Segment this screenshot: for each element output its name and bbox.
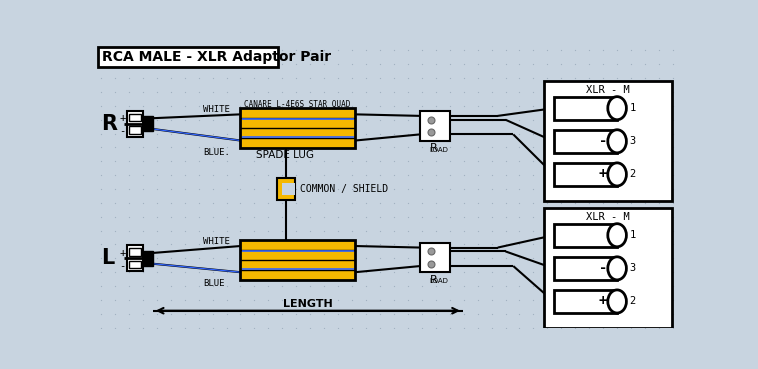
Bar <box>240 240 356 280</box>
Bar <box>553 257 617 280</box>
Text: 2: 2 <box>629 169 636 179</box>
Text: BLUE.: BLUE. <box>203 148 230 156</box>
Bar <box>129 261 141 268</box>
Text: XLR - M: XLR - M <box>586 212 630 222</box>
Ellipse shape <box>608 257 626 280</box>
Bar <box>553 130 617 153</box>
Text: -: - <box>120 126 126 136</box>
Bar <box>544 81 672 201</box>
Bar <box>553 97 617 120</box>
Text: -: - <box>120 261 126 271</box>
Text: WHITE: WHITE <box>203 105 230 114</box>
Text: -: - <box>599 261 607 275</box>
Text: L: L <box>101 248 114 268</box>
Bar <box>282 183 296 195</box>
Text: R: R <box>430 275 437 285</box>
Bar <box>277 178 296 200</box>
Text: SPADE LUG: SPADE LUG <box>256 150 314 160</box>
Bar <box>544 208 672 328</box>
Bar <box>129 248 141 256</box>
Text: R: R <box>101 114 117 134</box>
Bar <box>240 108 356 148</box>
Bar <box>420 243 449 272</box>
Text: +: + <box>120 248 126 258</box>
Text: 3: 3 <box>629 263 636 273</box>
Bar <box>143 116 153 131</box>
Bar <box>420 111 449 141</box>
Text: BLUE: BLUE <box>203 279 225 288</box>
Text: 1: 1 <box>629 230 636 240</box>
Text: 3: 3 <box>629 136 636 146</box>
Bar <box>553 290 617 313</box>
Text: XLR - M: XLR - M <box>586 85 630 95</box>
Bar <box>553 224 617 247</box>
Text: LENGTH: LENGTH <box>283 299 333 309</box>
Bar <box>127 110 143 137</box>
Bar <box>127 245 143 272</box>
Bar <box>143 251 153 266</box>
Bar <box>553 163 617 186</box>
Ellipse shape <box>608 290 626 313</box>
Text: LOAD: LOAD <box>430 147 448 153</box>
Text: +: + <box>599 168 607 182</box>
Text: RCA MALE - XLR Adaptor Pair: RCA MALE - XLR Adaptor Pair <box>102 51 332 64</box>
Text: R: R <box>430 143 437 153</box>
Ellipse shape <box>608 224 626 247</box>
Text: LOAD: LOAD <box>430 279 448 284</box>
Ellipse shape <box>608 130 626 153</box>
Ellipse shape <box>608 97 626 120</box>
Ellipse shape <box>608 163 626 186</box>
Text: -: - <box>599 134 607 148</box>
Text: COMMON / SHIELD: COMMON / SHIELD <box>300 184 388 194</box>
Text: +: + <box>120 113 126 123</box>
Text: 2: 2 <box>629 296 636 307</box>
Text: 1: 1 <box>629 103 636 113</box>
Bar <box>129 114 141 121</box>
Text: WHITE: WHITE <box>203 237 230 246</box>
Text: +: + <box>599 294 607 308</box>
Bar <box>98 47 278 68</box>
Bar <box>129 126 141 134</box>
Text: CANARE L-4E6S STAR QUAD: CANARE L-4E6S STAR QUAD <box>244 100 351 109</box>
